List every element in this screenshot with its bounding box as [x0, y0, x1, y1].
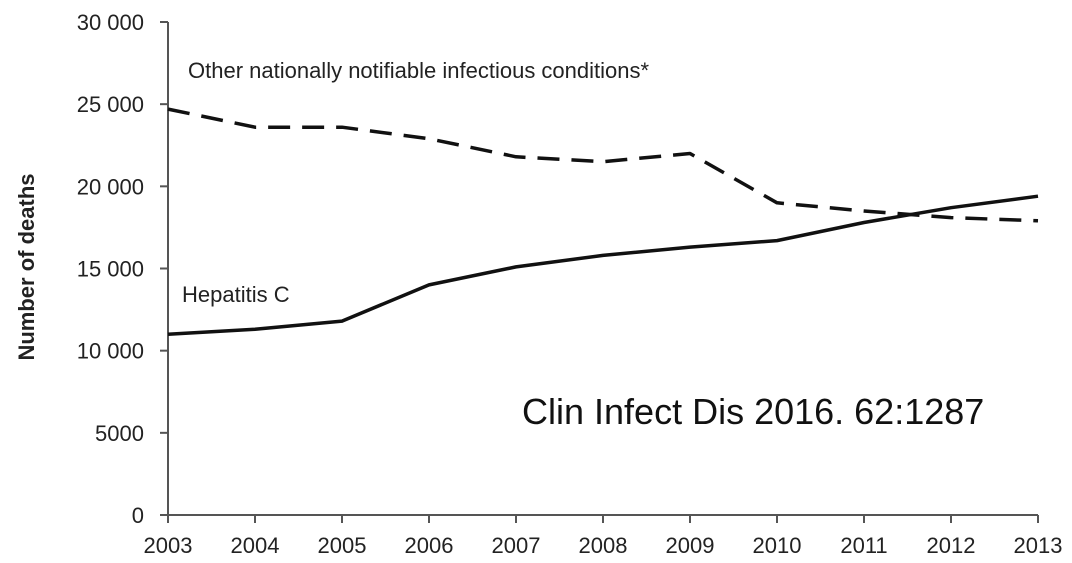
series-line-other-conditions [167, 107, 1039, 223]
y-tick-label: 5000 [95, 421, 144, 446]
x-tick-label: 2004 [231, 533, 280, 558]
y-tick-label: 20 000 [77, 174, 144, 199]
x-tick-label: 2005 [318, 533, 367, 558]
x-tick-label: 2012 [927, 533, 976, 558]
y-ticks: 0 5000 10 000 15 000 20 000 25 000 30 000 [77, 10, 168, 528]
y-axis-title: Number of deaths [14, 173, 39, 360]
x-tick-label: 2003 [144, 533, 193, 558]
series-line-hepatitis-c [167, 194, 1039, 336]
x-ticks: 2003 2004 2005 2006 2007 2008 2009 2010 2011 2012… [144, 515, 1063, 558]
x-tick-label: 2013 [1014, 533, 1063, 558]
y-tick-label: 0 [132, 503, 144, 528]
x-tick-label: 2008 [579, 533, 628, 558]
series-label-other-conditions: Other nationally notifiable infectious c… [188, 58, 649, 83]
series-group [167, 107, 1039, 336]
axes [167, 22, 1038, 516]
y-tick-label: 15 000 [77, 257, 144, 282]
x-tick-label: 2009 [666, 533, 715, 558]
series-label-hepatitis-c: Hepatitis C [182, 282, 290, 307]
y-tick-label: 10 000 [77, 339, 144, 364]
y-tick-label: 30 000 [77, 10, 144, 35]
x-tick-label: 2006 [405, 533, 454, 558]
y-tick-label: 25 000 [77, 92, 144, 117]
citation-annotation: Clin Infect Dis 2016. 62:1287 [522, 391, 984, 432]
x-tick-label: 2007 [492, 533, 541, 558]
x-tick-label: 2011 [840, 533, 887, 558]
x-tick-label: 2010 [753, 533, 802, 558]
